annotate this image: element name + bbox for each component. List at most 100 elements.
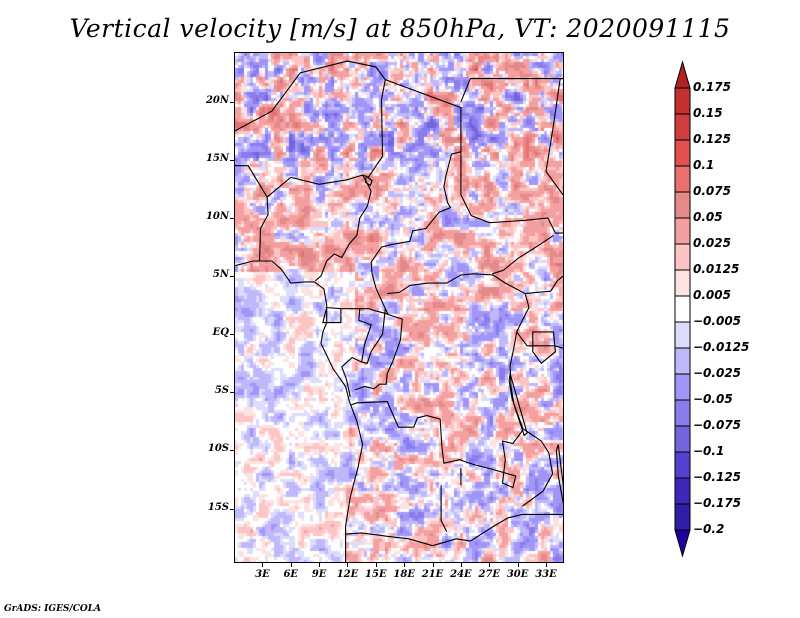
colorbar-label: −0.2 — [693, 522, 725, 536]
lon-tick — [404, 562, 406, 567]
lon-tick — [347, 562, 349, 567]
colorbar-label: 0.075 — [693, 184, 731, 198]
lon-tick-label: 18E — [393, 569, 415, 580]
colorbar-label: 0.0125 — [693, 262, 740, 276]
lat-tick — [230, 450, 235, 452]
colorbar-box — [674, 217, 691, 245]
country-borders — [235, 60, 563, 562]
colorbar-box — [674, 165, 691, 193]
colorbar-box — [674, 243, 691, 271]
colorbar-box — [674, 139, 691, 167]
colorbar-label: −0.1 — [693, 444, 725, 458]
border-line — [516, 331, 563, 349]
lat-tick — [230, 334, 235, 336]
colorbar-box — [674, 191, 691, 219]
colorbar-box — [674, 295, 691, 323]
lake-outline — [508, 373, 528, 437]
lat-tick-label: EQ — [212, 327, 229, 339]
border-line — [460, 78, 563, 103]
lake-outline — [555, 444, 563, 504]
map-panel — [235, 53, 563, 562]
lon-tick — [432, 562, 434, 567]
colorbar-label: −0.05 — [693, 392, 733, 406]
colorbar-label: 0.15 — [693, 106, 723, 120]
colorbar-box — [674, 87, 691, 115]
border-line — [522, 429, 554, 507]
colorbar-label: −0.175 — [693, 496, 742, 510]
border-line — [345, 513, 563, 547]
colorbar-min-arrow — [674, 529, 691, 558]
colorbar-box — [674, 113, 691, 141]
lat-tick-label: 5N — [212, 269, 229, 281]
colorbar-box — [674, 477, 691, 505]
lat-tick — [230, 392, 235, 394]
colorbar-label: 0.005 — [693, 288, 731, 302]
border-line — [545, 78, 563, 196]
border-line — [440, 485, 448, 533]
colorbar-box — [674, 269, 691, 297]
colorbar-label: 0.05 — [693, 210, 723, 224]
grads-credit: GrADS: IGES/COLA — [4, 604, 102, 614]
colorbar-label: 0.175 — [693, 80, 731, 94]
border-line — [322, 307, 342, 324]
border-line — [460, 151, 563, 234]
colorbar-box — [674, 321, 691, 349]
lat-tick — [230, 218, 235, 220]
colorbar-label: 0.025 — [693, 236, 731, 250]
lat-tick — [230, 159, 235, 161]
colorbar-label: −0.005 — [693, 314, 742, 328]
colorbar-box — [674, 503, 691, 531]
lat-tick-label: 15N — [205, 152, 229, 164]
border-line — [358, 308, 372, 363]
border-line — [341, 306, 389, 398]
colorbar-box — [674, 451, 691, 479]
vertical-velocity-field — [235, 53, 563, 562]
lon-tick — [545, 562, 547, 567]
colorbar-label: 0.125 — [693, 132, 731, 146]
lon-tick-label: 9E — [311, 569, 327, 580]
lon-tick — [517, 562, 519, 567]
lon-tick — [460, 562, 462, 567]
lat-tick — [230, 276, 235, 278]
lon-tick-label: 33E — [535, 569, 557, 580]
lat-tick-label: 5S — [214, 385, 229, 397]
border-line — [325, 306, 403, 391]
border-line — [235, 260, 364, 562]
lat-tick-label: 10S — [207, 443, 229, 455]
lat-tick — [230, 101, 235, 103]
colorbar-box — [674, 399, 691, 427]
lon-tick — [489, 562, 491, 567]
border-line — [525, 275, 563, 295]
lon-tick — [319, 562, 321, 567]
colorbar-max-arrow — [674, 60, 691, 89]
lake-outline — [364, 175, 373, 187]
border-line — [491, 234, 554, 275]
lake-outline — [532, 331, 556, 365]
lon-tick — [290, 562, 292, 567]
lon-tick-label: 3E — [255, 569, 270, 580]
colorbar-label: −0.125 — [693, 470, 742, 484]
border-line — [266, 174, 372, 282]
colorbar-box — [674, 347, 691, 375]
lon-tick-label: 6E — [283, 569, 299, 580]
chart-title: Vertical velocity [m/s] at 850hPa, VT: 2… — [69, 14, 731, 43]
lon-tick-label: 24E — [450, 569, 472, 580]
lon-tick — [375, 562, 377, 567]
lon-tick-label: 21E — [421, 569, 444, 580]
lat-tick — [230, 508, 235, 510]
colorbar-label: 0.1 — [693, 158, 715, 172]
border-line — [235, 60, 462, 315]
colorbar-label: −0.0125 — [693, 340, 750, 354]
lon-tick-label: 30E — [506, 569, 529, 580]
lon-tick-label: 27E — [478, 569, 501, 580]
colorbar-box — [674, 425, 691, 453]
lat-tick-label: 20N — [205, 94, 229, 106]
border-line — [235, 165, 269, 262]
border-line — [350, 273, 530, 489]
colorbar-label: −0.075 — [693, 418, 742, 432]
lon-tick-label: 12E — [336, 569, 359, 580]
lat-tick-label: 15S — [207, 501, 229, 513]
lon-tick-label: 15E — [365, 569, 387, 580]
colorbar-label: −0.025 — [693, 366, 742, 380]
